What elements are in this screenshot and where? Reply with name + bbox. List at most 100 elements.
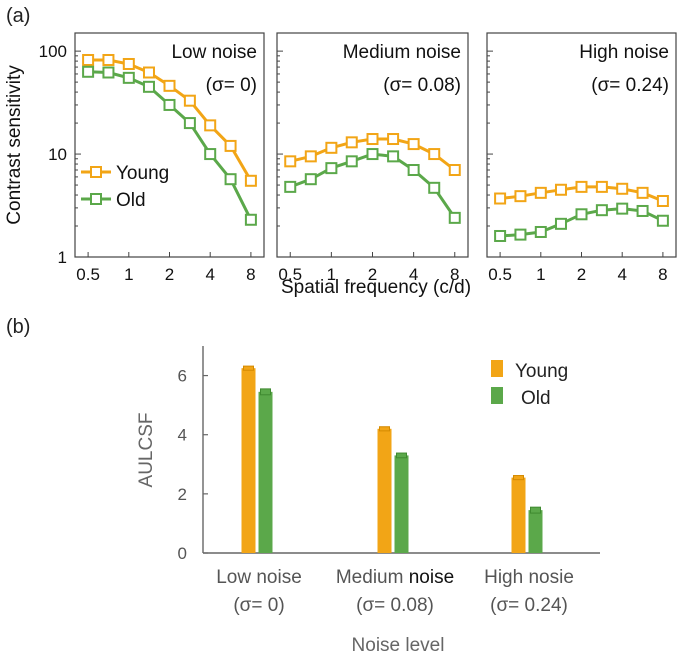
data-point-young (636, 186, 649, 199)
legend-swatch-old (491, 387, 503, 404)
bar-old (528, 510, 543, 553)
data-point-old (387, 150, 400, 163)
bar-young (511, 477, 526, 553)
y-tick-label: 1 (58, 248, 67, 267)
category-label-part: noise (409, 567, 454, 588)
data-point-young (387, 133, 400, 146)
data-point-old (142, 80, 155, 93)
y-tick-label: 100 (39, 42, 67, 61)
x-tick-label: 8 (450, 265, 459, 284)
data-point-old (448, 211, 461, 224)
category-label-part: High nosie (484, 567, 574, 588)
data-point-young (304, 150, 317, 163)
data-point-old (636, 204, 649, 217)
legend-label-old: Old (116, 190, 146, 211)
data-point-old (554, 217, 567, 230)
data-point-old (494, 229, 507, 242)
data-point-old (284, 180, 297, 193)
data-point-old (204, 148, 217, 161)
data-point-old (575, 208, 588, 221)
data-point-young (494, 192, 507, 205)
x-tick-label: 1 (327, 265, 336, 284)
x-tick-label: 2 (577, 265, 586, 284)
data-point-old (534, 225, 547, 238)
data-point-old (345, 155, 358, 168)
data-point-old (102, 66, 115, 79)
error-bar-young (243, 365, 254, 371)
data-point-young (244, 174, 257, 187)
aulcsf-chart: 0 2 4 6 Low noise (σ= 0) Medium noise (σ= 0.08)… (136, 346, 600, 656)
data-point-young (82, 53, 95, 66)
panel-noise-level: (σ= 0.24) (591, 75, 669, 96)
bar-young (377, 428, 392, 553)
legend-label-young: Young (515, 361, 568, 382)
data-point-young (204, 119, 217, 132)
x-tick-label: 0.5 (278, 265, 302, 284)
data-point-young (345, 136, 358, 149)
category-label: Low noise (216, 567, 302, 588)
x-tick-label: 4 (205, 265, 214, 284)
data-point-old (428, 181, 441, 194)
category-noise-level: (σ= 0.24) (490, 595, 568, 616)
legend-label-old: Old (521, 388, 551, 409)
plot-frame (486, 32, 677, 258)
panel-a-label: (a) (6, 5, 30, 27)
csf-panel-3: 0.5 1 2 4 8 High noise (σ= 0.24) (486, 32, 677, 284)
x-tick-label: 2 (165, 265, 174, 284)
data-point-young (656, 194, 669, 207)
csf-legend: Young Old (81, 163, 169, 211)
data-point-old (514, 228, 527, 241)
error-bar-old (396, 452, 407, 459)
bar-old (258, 391, 273, 553)
bar-young (241, 368, 256, 553)
category-label: High nosie (484, 567, 574, 588)
csf-chart: 0.5 1 2 4 8 1 10 100 Low noise (σ= 0) Young Old 0.5 1… (4, 32, 677, 298)
data-point-young (428, 148, 441, 161)
x-tick-label: 4 (409, 265, 418, 284)
panel-title: Low noise (171, 42, 257, 63)
x-axis-title: Noise level (352, 635, 445, 656)
category-label: Medium noise (336, 567, 454, 588)
y-tick-label: 2 (178, 485, 187, 504)
panel-noise-level: (σ= 0.08) (383, 75, 461, 96)
y-axis-title: Contrast sensitivity (4, 65, 25, 225)
csf-panel-1: 0.5 1 2 4 8 1 10 100 Low noise (σ= 0) Young Old (39, 32, 265, 284)
aulcsf-legend: Young Old (491, 360, 568, 409)
data-point-young (163, 79, 176, 92)
x-axis-title: Spatial frequency (c/d) (281, 277, 471, 298)
error-bar-young (513, 475, 524, 481)
data-point-young (616, 182, 629, 195)
data-point-young (122, 57, 135, 70)
y-tick-label: 4 (178, 426, 187, 445)
data-point-old (366, 148, 379, 161)
x-tick-label: 0.5 (76, 265, 100, 284)
x-tick-label: 8 (658, 265, 667, 284)
data-point-young (514, 190, 527, 203)
data-point-young (102, 53, 115, 66)
data-point-young (595, 180, 608, 193)
panel-title: High noise (579, 42, 669, 63)
data-point-old (304, 173, 317, 186)
panel-noise-level: (σ= 0) (206, 75, 257, 96)
data-point-young (448, 164, 461, 177)
error-bar-old (260, 388, 271, 396)
data-point-young (183, 94, 196, 107)
data-point-old (122, 71, 135, 84)
error-bar-old (530, 506, 541, 514)
panel-b-label: (b) (6, 316, 30, 338)
y-tick-label: 10 (48, 145, 67, 164)
legend-marker-young (90, 166, 102, 178)
x-tick-label: 4 (617, 265, 626, 284)
error-bar-young (379, 426, 390, 432)
bar-old (394, 455, 409, 553)
legend-marker-old (90, 193, 102, 205)
data-point-young (366, 133, 379, 146)
data-point-young (407, 138, 420, 151)
data-point-young (534, 186, 547, 199)
y-axis-title: AULCSF (136, 413, 157, 488)
data-point-old (163, 98, 176, 111)
data-point-old (595, 204, 608, 217)
x-tick-label: 2 (368, 265, 377, 284)
y-tick-label: 0 (178, 544, 187, 563)
